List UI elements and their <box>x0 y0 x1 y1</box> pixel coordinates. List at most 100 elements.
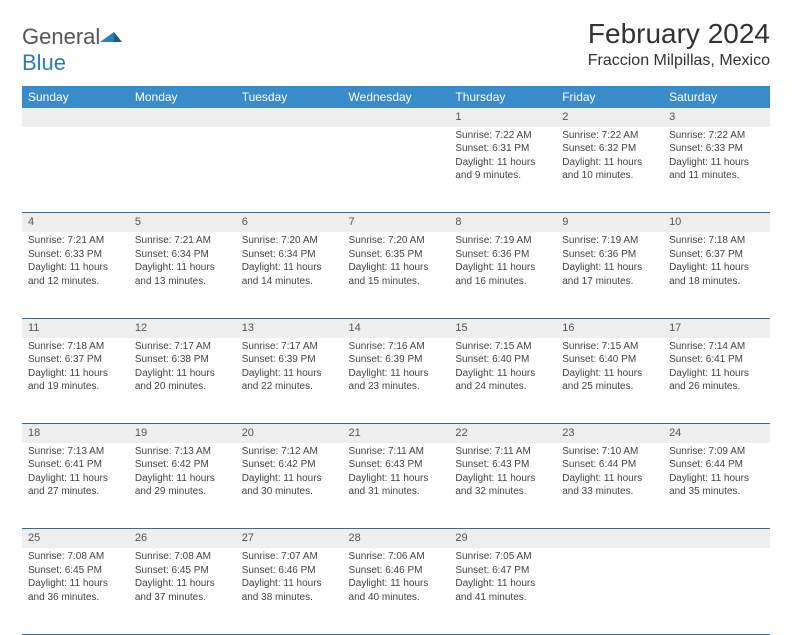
sunrise-text: Sunrise: 7:20 AM <box>242 234 337 248</box>
day-cell: Sunrise: 7:18 AMSunset: 6:37 PMDaylight:… <box>663 232 770 318</box>
day-cell <box>663 548 770 634</box>
day-cell: Sunrise: 7:09 AMSunset: 6:44 PMDaylight:… <box>663 443 770 529</box>
day-number-cell: 27 <box>236 529 343 548</box>
sunset-text: Sunset: 6:34 PM <box>135 248 230 262</box>
weekday-header: Sunday <box>22 86 129 108</box>
day-cell: Sunrise: 7:12 AMSunset: 6:42 PMDaylight:… <box>236 443 343 529</box>
day-number-cell <box>129 108 236 127</box>
sunset-text: Sunset: 6:43 PM <box>349 458 444 472</box>
sunset-text: Sunset: 6:46 PM <box>242 564 337 578</box>
day-cell: Sunrise: 7:08 AMSunset: 6:45 PMDaylight:… <box>22 548 129 634</box>
brand-name-a: General <box>22 24 100 49</box>
daylight-text: Daylight: 11 hours and 14 minutes. <box>242 261 337 288</box>
sunrise-text: Sunrise: 7:15 AM <box>562 340 657 354</box>
day-number-cell: 1 <box>449 108 556 127</box>
daylight-text: Daylight: 11 hours and 16 minutes. <box>455 261 550 288</box>
sunrise-text: Sunrise: 7:08 AM <box>28 550 123 564</box>
day-cell: Sunrise: 7:22 AMSunset: 6:32 PMDaylight:… <box>556 127 663 213</box>
day-cell: Sunrise: 7:08 AMSunset: 6:45 PMDaylight:… <box>129 548 236 634</box>
daylight-text: Daylight: 11 hours and 26 minutes. <box>669 367 764 394</box>
sunrise-text: Sunrise: 7:19 AM <box>455 234 550 248</box>
sunset-text: Sunset: 6:40 PM <box>562 353 657 367</box>
weekday-header: Monday <box>129 86 236 108</box>
day-content-row: Sunrise: 7:08 AMSunset: 6:45 PMDaylight:… <box>22 548 770 634</box>
brand-name: General Blue <box>22 24 122 76</box>
page-title: February 2024 <box>588 18 770 50</box>
day-number-row: 2526272829 <box>22 529 770 548</box>
day-cell: Sunrise: 7:06 AMSunset: 6:46 PMDaylight:… <box>343 548 450 634</box>
sunset-text: Sunset: 6:43 PM <box>455 458 550 472</box>
daylight-text: Daylight: 11 hours and 10 minutes. <box>562 156 657 183</box>
day-number-cell: 17 <box>663 318 770 337</box>
sunrise-text: Sunrise: 7:11 AM <box>455 445 550 459</box>
sunset-text: Sunset: 6:39 PM <box>242 353 337 367</box>
sunset-text: Sunset: 6:36 PM <box>562 248 657 262</box>
daylight-text: Daylight: 11 hours and 19 minutes. <box>28 367 123 394</box>
sunset-text: Sunset: 6:42 PM <box>135 458 230 472</box>
sunrise-text: Sunrise: 7:17 AM <box>242 340 337 354</box>
day-cell: Sunrise: 7:20 AMSunset: 6:35 PMDaylight:… <box>343 232 450 318</box>
sunrise-text: Sunrise: 7:18 AM <box>28 340 123 354</box>
sunset-text: Sunset: 6:46 PM <box>349 564 444 578</box>
header: General Blue February 2024 Fraccion Milp… <box>22 18 770 76</box>
day-content-row: Sunrise: 7:22 AMSunset: 6:31 PMDaylight:… <box>22 127 770 213</box>
day-number-cell: 12 <box>129 318 236 337</box>
day-number-cell: 19 <box>129 424 236 443</box>
sunrise-text: Sunrise: 7:13 AM <box>28 445 123 459</box>
daylight-text: Daylight: 11 hours and 30 minutes. <box>242 472 337 499</box>
sunrise-text: Sunrise: 7:05 AM <box>455 550 550 564</box>
day-cell <box>236 127 343 213</box>
day-cell: Sunrise: 7:22 AMSunset: 6:33 PMDaylight:… <box>663 127 770 213</box>
daylight-text: Daylight: 11 hours and 20 minutes. <box>135 367 230 394</box>
day-number-row: 45678910 <box>22 213 770 232</box>
daylight-text: Daylight: 11 hours and 40 minutes. <box>349 577 444 604</box>
day-cell: Sunrise: 7:20 AMSunset: 6:34 PMDaylight:… <box>236 232 343 318</box>
day-number-cell: 5 <box>129 213 236 232</box>
weekday-header: Thursday <box>449 86 556 108</box>
day-number-cell: 15 <box>449 318 556 337</box>
day-cell: Sunrise: 7:19 AMSunset: 6:36 PMDaylight:… <box>556 232 663 318</box>
daylight-text: Daylight: 11 hours and 41 minutes. <box>455 577 550 604</box>
day-number-cell: 20 <box>236 424 343 443</box>
day-number-cell: 21 <box>343 424 450 443</box>
sunset-text: Sunset: 6:35 PM <box>349 248 444 262</box>
day-number-cell: 16 <box>556 318 663 337</box>
day-cell <box>556 548 663 634</box>
sunset-text: Sunset: 6:42 PM <box>242 458 337 472</box>
sunset-text: Sunset: 6:32 PM <box>562 142 657 156</box>
daylight-text: Daylight: 11 hours and 37 minutes. <box>135 577 230 604</box>
location-label: Fraccion Milpillas, Mexico <box>588 52 770 70</box>
day-number-cell: 14 <box>343 318 450 337</box>
sunrise-text: Sunrise: 7:20 AM <box>349 234 444 248</box>
day-content-row: Sunrise: 7:13 AMSunset: 6:41 PMDaylight:… <box>22 443 770 529</box>
day-number-cell: 24 <box>663 424 770 443</box>
sunrise-text: Sunrise: 7:21 AM <box>28 234 123 248</box>
day-number-cell <box>343 108 450 127</box>
day-number-cell: 4 <box>22 213 129 232</box>
daylight-text: Daylight: 11 hours and 27 minutes. <box>28 472 123 499</box>
daylight-text: Daylight: 11 hours and 36 minutes. <box>28 577 123 604</box>
sunset-text: Sunset: 6:33 PM <box>28 248 123 262</box>
sunrise-text: Sunrise: 7:21 AM <box>135 234 230 248</box>
sunrise-text: Sunrise: 7:22 AM <box>669 129 764 143</box>
daylight-text: Daylight: 11 hours and 11 minutes. <box>669 156 764 183</box>
sunrise-text: Sunrise: 7:15 AM <box>455 340 550 354</box>
day-number-cell: 8 <box>449 213 556 232</box>
weekday-header: Friday <box>556 86 663 108</box>
daylight-text: Daylight: 11 hours and 23 minutes. <box>349 367 444 394</box>
day-cell: Sunrise: 7:14 AMSunset: 6:41 PMDaylight:… <box>663 338 770 424</box>
sunset-text: Sunset: 6:45 PM <box>28 564 123 578</box>
day-cell <box>129 127 236 213</box>
sunset-text: Sunset: 6:31 PM <box>455 142 550 156</box>
day-number-cell: 13 <box>236 318 343 337</box>
day-number-cell <box>556 529 663 548</box>
daylight-text: Daylight: 11 hours and 18 minutes. <box>669 261 764 288</box>
sunrise-text: Sunrise: 7:22 AM <box>562 129 657 143</box>
day-cell: Sunrise: 7:13 AMSunset: 6:42 PMDaylight:… <box>129 443 236 529</box>
daylight-text: Daylight: 11 hours and 32 minutes. <box>455 472 550 499</box>
day-content-row: Sunrise: 7:21 AMSunset: 6:33 PMDaylight:… <box>22 232 770 318</box>
sunset-text: Sunset: 6:33 PM <box>669 142 764 156</box>
day-number-cell: 18 <box>22 424 129 443</box>
sunset-text: Sunset: 6:37 PM <box>28 353 123 367</box>
daylight-text: Daylight: 11 hours and 9 minutes. <box>455 156 550 183</box>
